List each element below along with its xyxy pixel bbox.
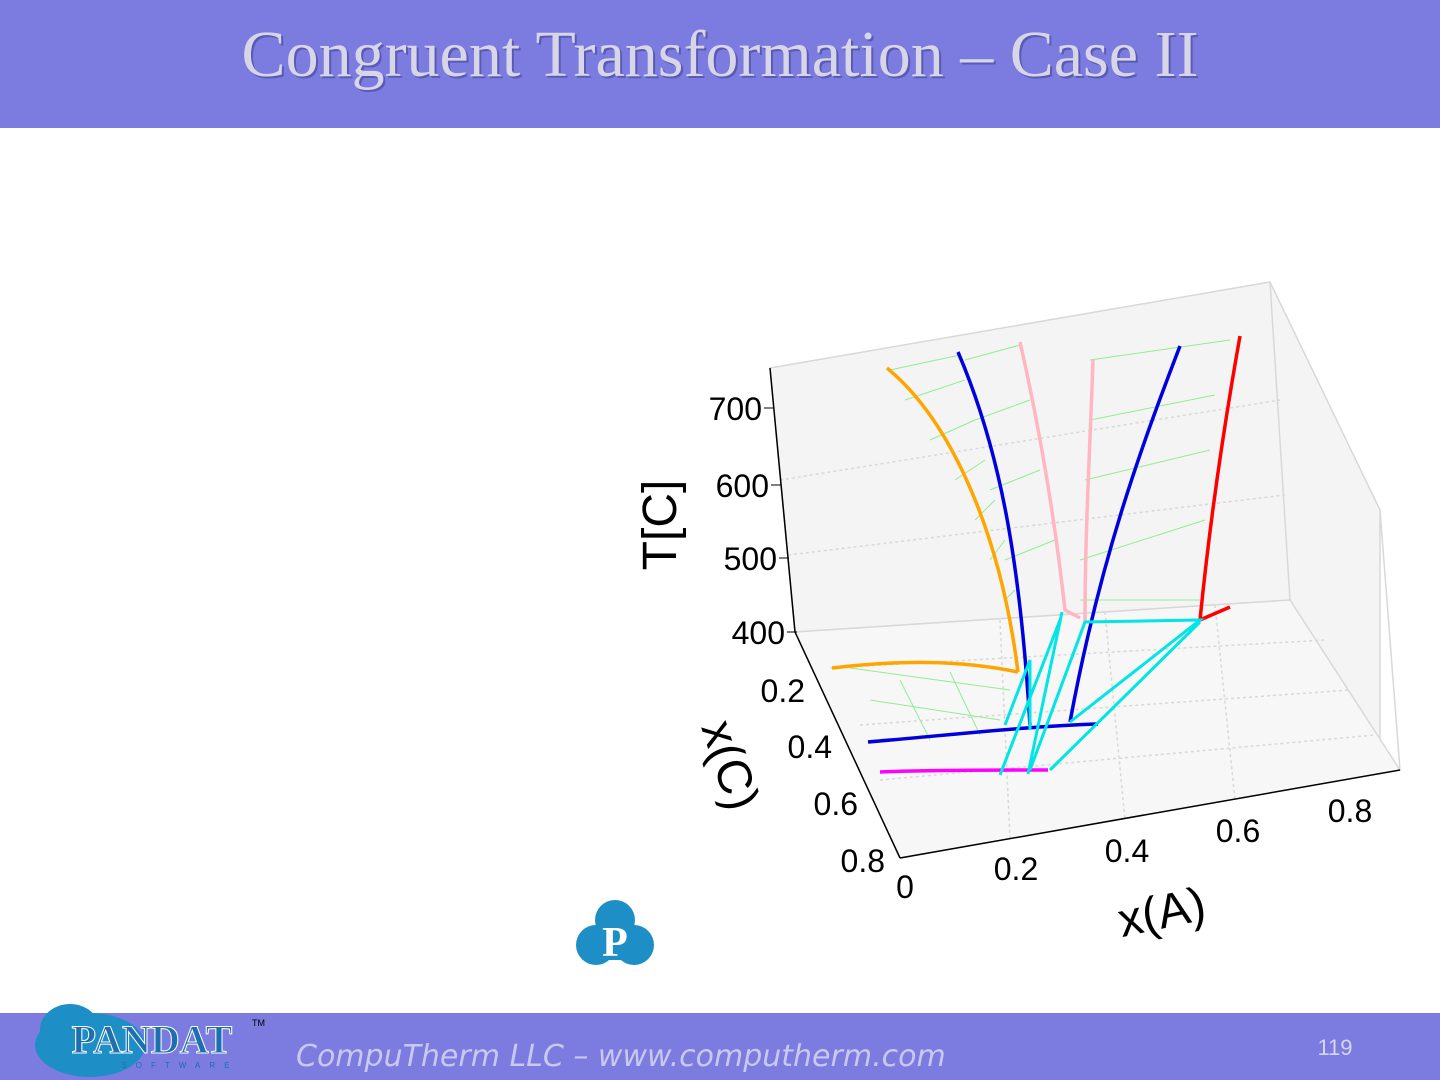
footer-logo: PANDAT SOFTWARE TM bbox=[35, 1004, 265, 1077]
title-shadow: Congruent Transformation – Case II bbox=[244, 20, 1201, 93]
brand-sub: SOFTWARE bbox=[121, 1061, 238, 1070]
y-tick-label: 0.2 bbox=[761, 673, 805, 709]
page-number: 119 bbox=[1317, 1035, 1352, 1060]
x-ticks: 0 0.2 0.4 0.6 0.8 bbox=[896, 793, 1372, 905]
y-tick-label: 0.8 bbox=[841, 843, 885, 879]
badge-letter: P bbox=[602, 920, 628, 966]
trademark: TM bbox=[252, 1018, 265, 1028]
phase-lines bbox=[831, 335, 1242, 776]
x-tick-label: 0.2 bbox=[994, 851, 1038, 887]
tie-lines bbox=[849, 339, 1231, 741]
title: Congruent Transformation – Case II bbox=[242, 18, 1199, 91]
z-tick-label: 700 bbox=[709, 391, 762, 427]
y-ticks: 0.2 0.4 0.6 0.8 bbox=[761, 673, 885, 879]
brand: PANDAT bbox=[72, 1017, 233, 1062]
x-tick-label: 0.8 bbox=[1328, 793, 1372, 829]
z-tick-label: 400 bbox=[732, 615, 785, 651]
company: CompuTherm LLC – www.computherm.com bbox=[296, 1039, 946, 1074]
z-axis-label: T[C] bbox=[634, 480, 687, 571]
z-tick-label: 500 bbox=[724, 541, 777, 577]
z-ticks: 700 600 500 400 bbox=[709, 391, 797, 651]
z-tick-label: 600 bbox=[716, 468, 769, 504]
y-tick-label: 0.4 bbox=[788, 729, 832, 765]
x-axis-label: x(A) bbox=[1113, 878, 1210, 948]
footer-band bbox=[0, 1013, 1440, 1080]
header-band bbox=[0, 0, 1440, 128]
badge: P bbox=[576, 900, 654, 966]
axes bbox=[769, 367, 1401, 859]
y-axis-label: x(C) bbox=[691, 714, 769, 817]
x-tick-label: 0.6 bbox=[1216, 813, 1260, 849]
x-tick-label: 0.4 bbox=[1105, 833, 1149, 869]
y-tick-label: 0.6 bbox=[814, 786, 858, 822]
x-tick-label: 0 bbox=[896, 869, 914, 905]
